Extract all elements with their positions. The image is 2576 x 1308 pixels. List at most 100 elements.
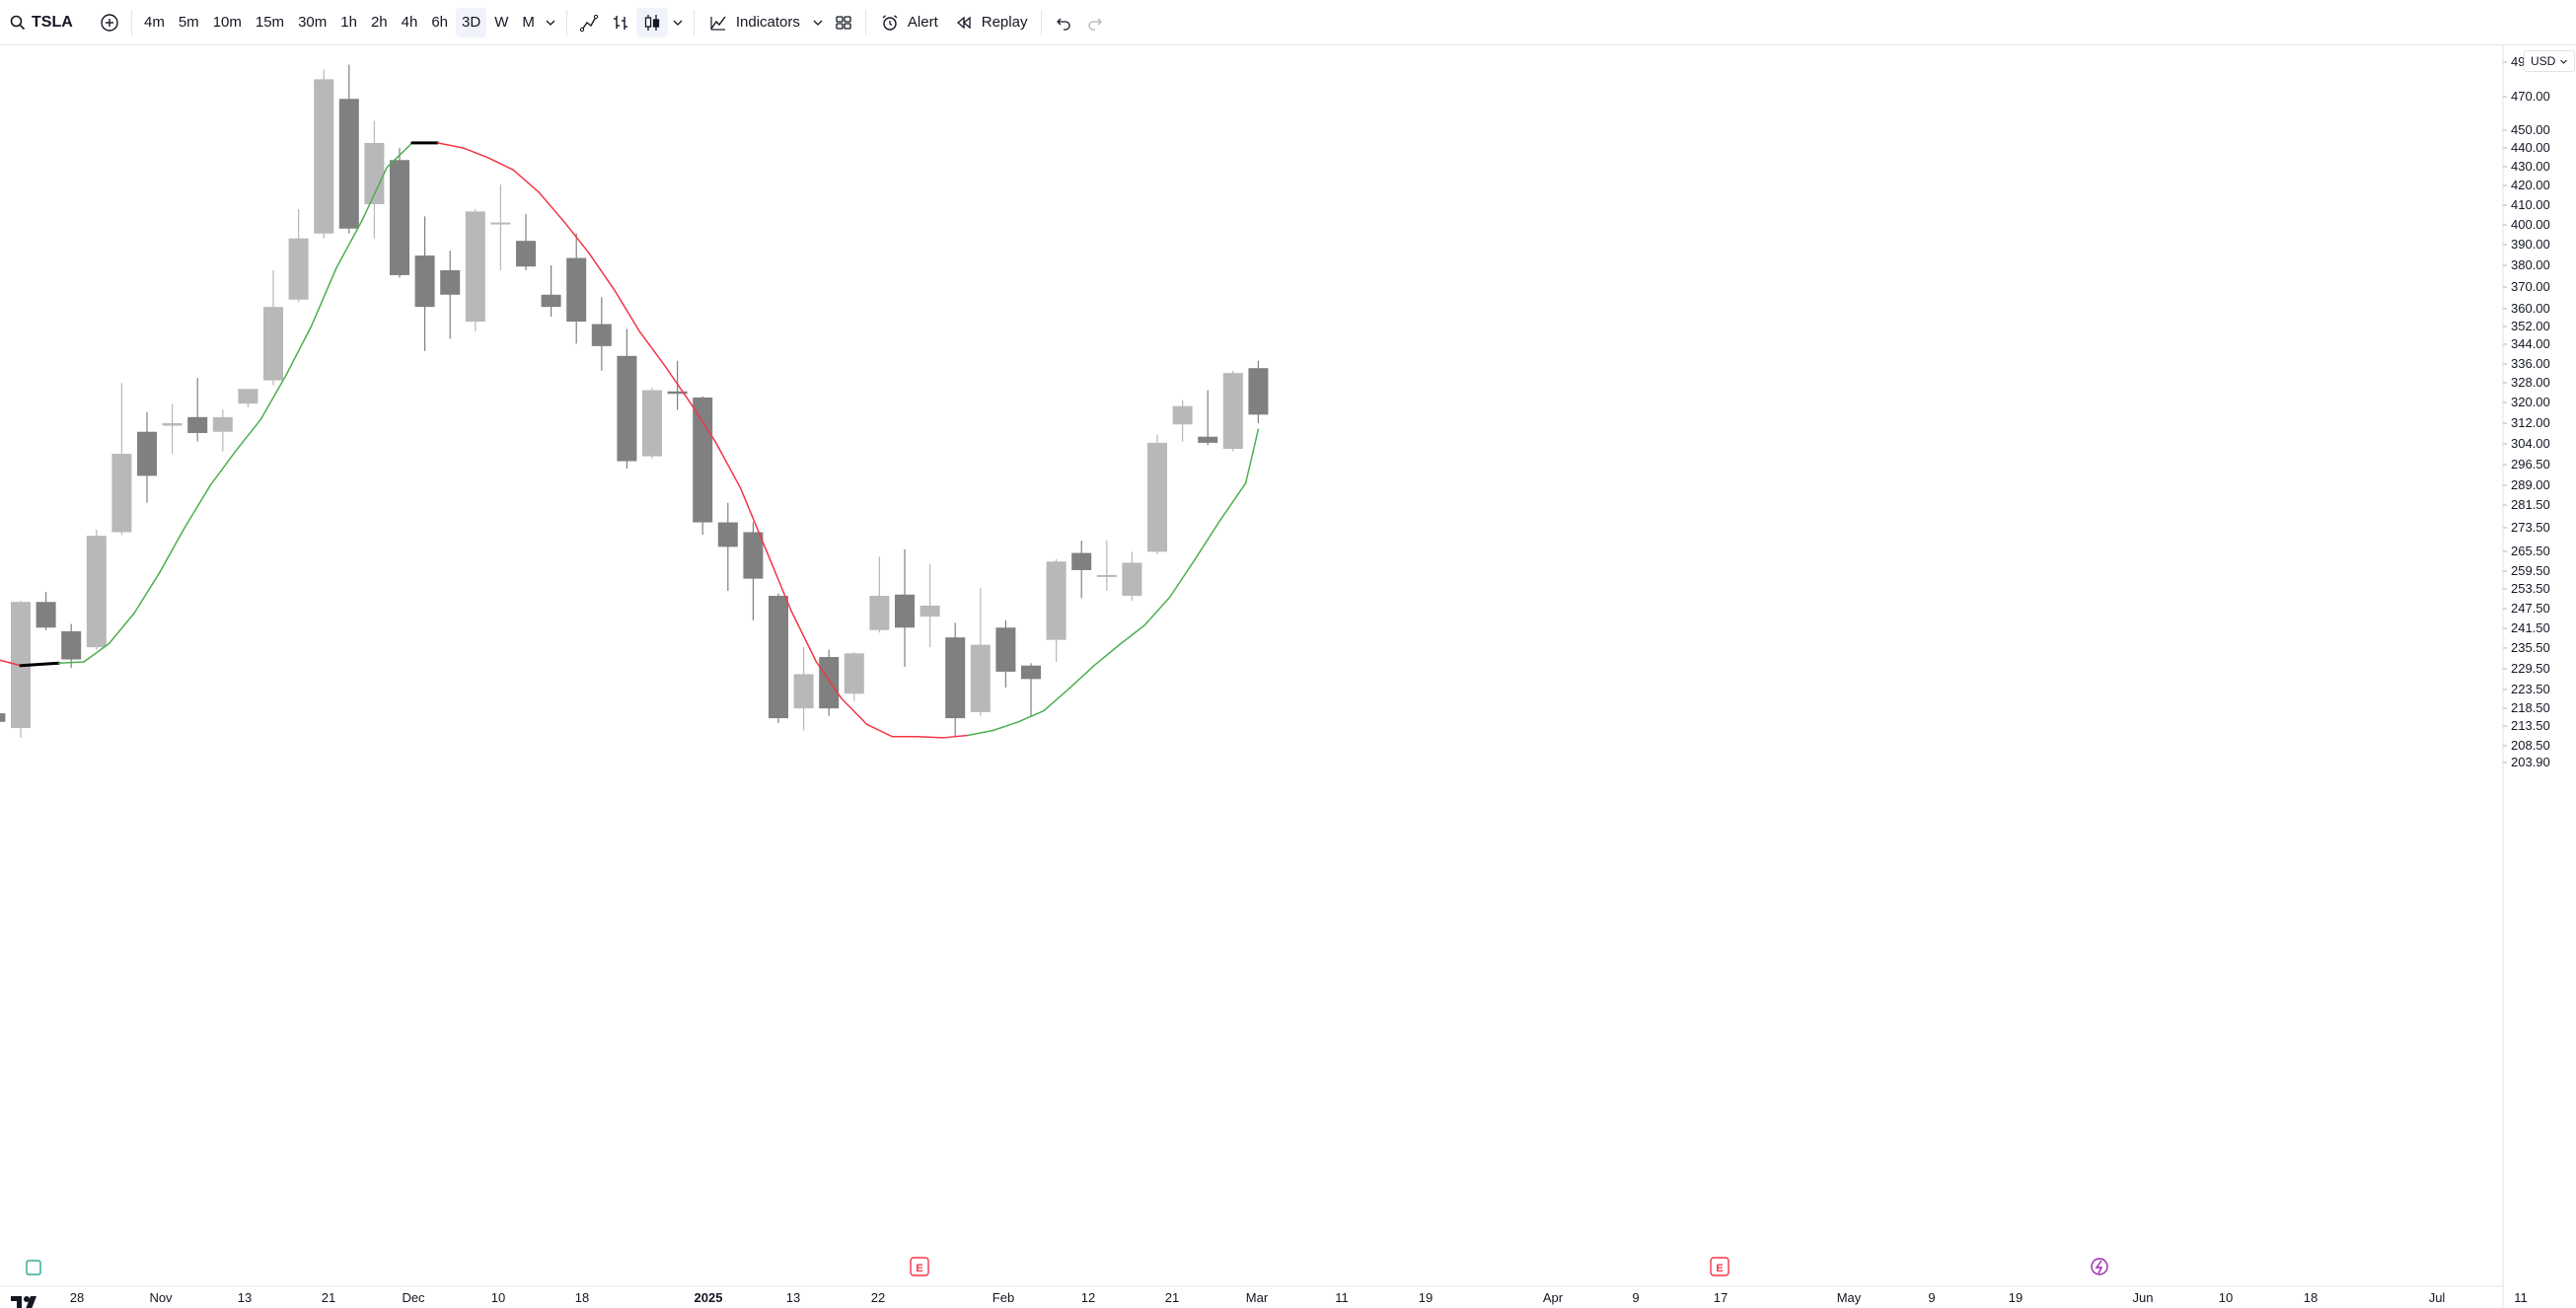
candle[interactable] [995,619,1016,689]
candle[interactable] [970,588,991,716]
replay-button[interactable]: Replay [946,8,1036,37]
bar-style-button[interactable] [605,8,636,37]
price-tick-label: 289.00 [2511,477,2550,492]
candle[interactable] [895,548,915,667]
interval-30m[interactable]: 30m [298,14,328,31]
trend-line-segment [815,661,843,699]
candle[interactable] [1096,541,1117,592]
candle[interactable] [137,411,157,503]
candle[interactable] [338,64,359,234]
candle[interactable] [1147,434,1167,554]
symbol-search[interactable]: TSLA [0,0,94,45]
interval-dropdown[interactable] [541,8,560,37]
candle[interactable] [0,711,6,726]
candle[interactable] [1071,541,1092,599]
split-marker-icon[interactable] [26,1260,41,1275]
candle[interactable] [288,208,309,303]
earnings-marker[interactable]: E [910,1257,929,1276]
price-tick-label: 400.00 [2511,217,2550,232]
candle[interactable] [1198,390,1218,446]
interval-4h[interactable]: 4h [401,14,418,31]
candle-body [945,637,966,719]
candle[interactable] [819,649,840,716]
earnings-marker[interactable]: E [1710,1257,1730,1276]
tradingview-logo[interactable] [10,1292,45,1308]
interval-10m[interactable]: 10m [212,14,242,31]
chart-type-dropdown[interactable] [668,8,688,37]
candle[interactable] [945,622,966,737]
trend-line-segment [714,440,742,489]
candle[interactable] [591,297,612,371]
layout-button[interactable] [828,8,859,37]
chart-pane[interactable]: 490.00470.00450.00440.00430.00420.00410.… [0,45,2576,1308]
candle[interactable] [869,556,890,633]
indicators-icon [710,16,726,31]
candle[interactable] [1046,558,1067,663]
candle[interactable] [86,529,107,650]
candle[interactable] [566,233,587,344]
candle[interactable] [642,388,662,460]
candlestick-chart[interactable]: 490.00470.00450.00440.00430.00420.00410.… [0,45,2576,1308]
candle[interactable] [390,147,409,278]
interval-5m[interactable]: 5m [178,14,199,31]
candle[interactable] [1248,360,1269,424]
line-chart-tool-icon [579,14,598,32]
candle[interactable] [414,216,435,351]
price-tick-label: 213.50 [2511,718,2550,733]
trend-line-segment [917,735,944,739]
candle[interactable] [490,184,511,270]
compare-symbol-button[interactable] [94,8,125,37]
candle[interactable] [111,383,132,535]
redo-button[interactable] [1079,8,1111,37]
time-tick-label: Apr [1543,1290,1564,1305]
alert-button[interactable]: Alert [872,8,946,37]
candle[interactable] [743,522,764,620]
trend-line-segment [285,326,313,377]
candle[interactable] [314,69,334,239]
candle[interactable] [11,600,31,738]
candle[interactable] [617,328,637,469]
candle[interactable] [364,120,385,239]
candle[interactable] [920,563,940,648]
interval-4m[interactable]: 4m [144,14,165,31]
candle[interactable] [1122,551,1142,601]
candle[interactable] [1222,370,1243,452]
candle[interactable] [793,647,814,731]
indicators-button[interactable]: Indicators [700,8,808,37]
interval-1h[interactable]: 1h [340,14,357,31]
price-axis: 490.00470.00450.00440.00430.00420.00410.… [2502,45,2550,1308]
event-marker[interactable] [2091,1258,2108,1275]
indicators-dropdown[interactable] [808,8,828,37]
candle[interactable] [693,396,713,535]
undo-button[interactable] [1048,8,1079,37]
candle-body [238,389,258,404]
candle[interactable] [465,208,485,331]
candles-style-button[interactable] [635,7,668,37]
interval-w[interactable]: W [494,14,509,31]
interval-15m[interactable]: 15m [255,14,285,31]
interval-6h[interactable]: 6h [431,14,448,31]
currency-selector[interactable]: USD [2524,50,2576,72]
interval-3d[interactable]: 3D [456,7,487,37]
candle[interactable] [263,269,283,386]
interval-m[interactable]: M [522,14,535,31]
candle[interactable] [1021,663,1041,716]
candle[interactable] [162,403,183,455]
candle[interactable] [187,378,208,442]
candle[interactable] [516,213,536,270]
interval-2h[interactable]: 2h [370,14,388,31]
candle[interactable] [36,592,56,630]
drawing-tool-button[interactable] [573,8,605,37]
candle[interactable] [1172,400,1193,442]
candle[interactable] [844,652,864,701]
search-icon [10,15,26,30]
candle[interactable] [717,502,738,592]
lightning-icon [2095,1260,2103,1274]
candle[interactable] [541,264,561,318]
candle[interactable] [212,409,233,452]
candle[interactable] [769,593,788,724]
candle[interactable] [440,251,461,339]
candle[interactable] [61,623,82,669]
time-tick-label: Jul [2429,1290,2446,1305]
candle[interactable] [238,389,258,407]
